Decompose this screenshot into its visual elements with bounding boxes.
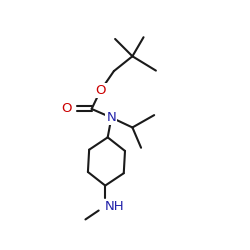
Text: O: O bbox=[95, 84, 106, 98]
Text: O: O bbox=[61, 102, 72, 116]
Text: N: N bbox=[106, 111, 116, 124]
Text: NH: NH bbox=[105, 200, 125, 212]
